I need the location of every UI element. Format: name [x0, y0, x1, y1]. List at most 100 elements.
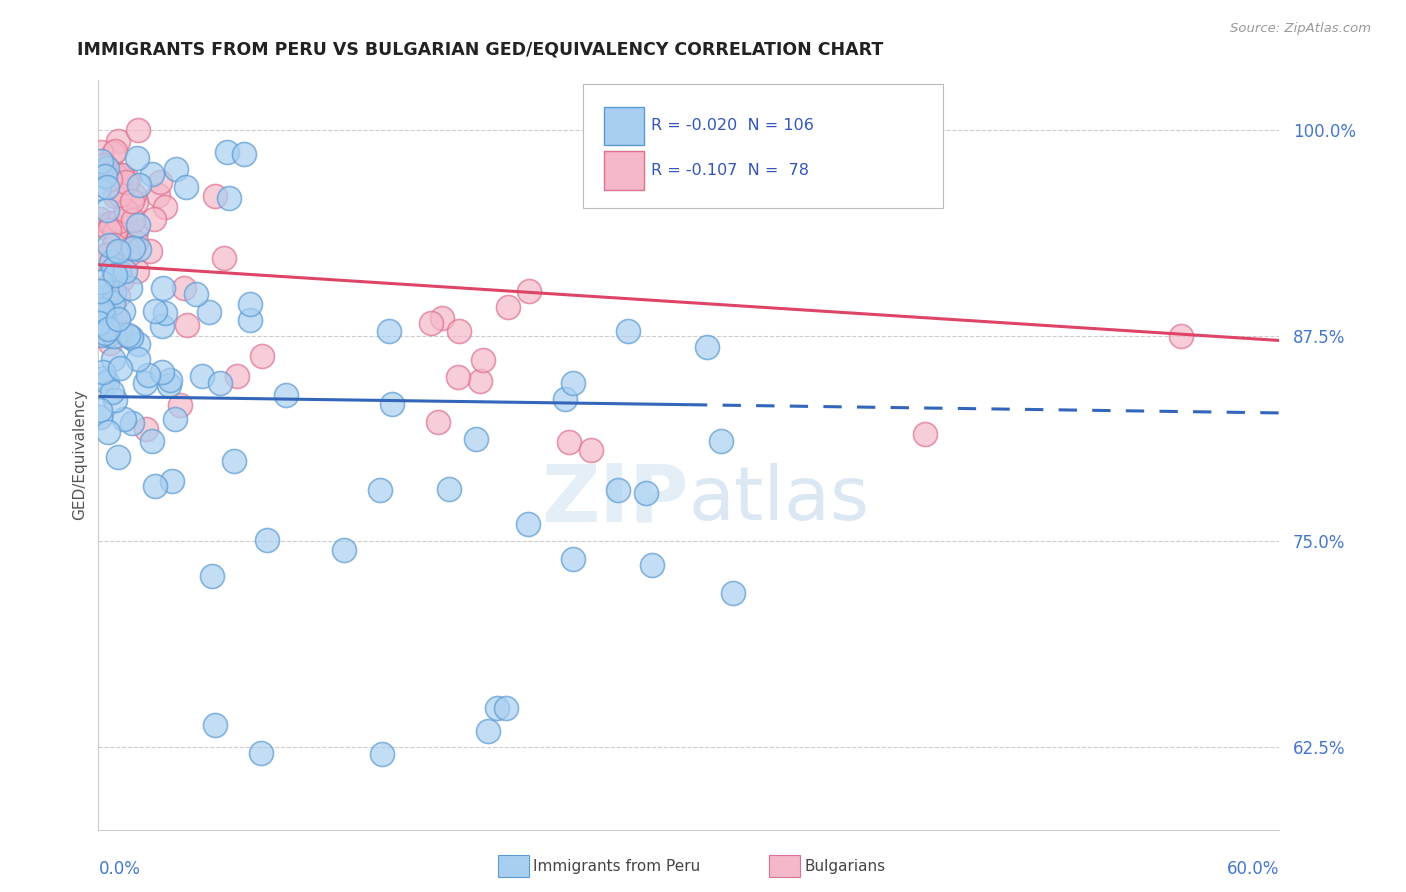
Point — [495, 700, 517, 714]
Point — [419, 316, 441, 330]
Point — [97, 247, 120, 261]
Point — [98, 172, 121, 186]
Text: atlas: atlas — [689, 463, 870, 536]
Point — [101, 146, 124, 161]
Point — [208, 376, 231, 390]
Point — [89, 284, 111, 298]
Point — [135, 422, 157, 436]
Point — [464, 433, 486, 447]
Point — [111, 168, 134, 182]
Point — [91, 365, 114, 379]
Point — [496, 300, 519, 314]
Point — [447, 324, 470, 338]
Point — [125, 264, 148, 278]
Point — [121, 416, 143, 430]
Point — [117, 242, 139, 256]
Point — [486, 700, 509, 714]
Point — [477, 723, 499, 738]
Point — [141, 167, 163, 181]
Point — [90, 276, 112, 290]
Point — [143, 479, 166, 493]
Point — [117, 248, 139, 262]
Point — [100, 218, 122, 232]
Text: 60.0%: 60.0% — [1227, 860, 1279, 878]
Point — [93, 371, 115, 385]
Point — [117, 328, 139, 343]
Point — [134, 376, 156, 390]
Point — [517, 284, 540, 298]
Point — [149, 175, 172, 189]
Point — [117, 173, 139, 187]
Point — [100, 216, 122, 230]
Point — [104, 169, 127, 183]
Point — [217, 145, 239, 160]
Text: 0.0%: 0.0% — [98, 860, 141, 878]
Point — [562, 376, 585, 391]
Point — [710, 434, 733, 449]
Point — [127, 123, 149, 137]
Point — [94, 252, 117, 266]
Point — [141, 434, 163, 448]
Y-axis label: GED/Equivalency: GED/Equivalency — [72, 390, 87, 520]
Point — [97, 425, 120, 439]
Point — [636, 485, 658, 500]
Point — [274, 387, 297, 401]
Point — [115, 175, 138, 189]
Point — [371, 747, 394, 761]
Point — [103, 174, 125, 188]
Point — [111, 272, 134, 286]
Point — [101, 385, 124, 400]
Point — [579, 443, 602, 458]
Point — [96, 376, 118, 390]
Point — [616, 324, 638, 338]
Text: Immigrants from Peru: Immigrants from Peru — [533, 859, 700, 873]
Point — [226, 369, 249, 384]
Point — [607, 483, 630, 497]
Point — [107, 134, 129, 148]
Text: Source: ZipAtlas.com: Source: ZipAtlas.com — [1230, 22, 1371, 36]
Point — [104, 145, 127, 159]
Point — [145, 304, 167, 318]
Point — [127, 152, 149, 166]
Point — [96, 302, 118, 317]
Point — [103, 261, 125, 276]
Point — [1170, 328, 1192, 343]
Point — [426, 415, 449, 429]
Point — [173, 281, 195, 295]
Point — [94, 326, 117, 341]
Point — [143, 211, 166, 226]
Point — [212, 251, 235, 265]
Point — [107, 312, 129, 326]
Point — [110, 169, 132, 183]
Point — [554, 392, 576, 406]
Point — [94, 318, 117, 333]
Point — [90, 154, 112, 169]
Point — [96, 161, 118, 176]
Point — [696, 340, 718, 354]
Point — [91, 304, 114, 318]
Point — [108, 245, 131, 260]
Point — [138, 368, 160, 382]
Point — [150, 318, 173, 333]
Point — [114, 203, 136, 218]
Point — [107, 244, 129, 258]
Point — [122, 188, 145, 202]
Point — [152, 281, 174, 295]
Point — [198, 304, 221, 318]
FancyBboxPatch shape — [605, 106, 644, 145]
Point — [104, 226, 127, 240]
Point — [169, 398, 191, 412]
Point — [94, 169, 117, 183]
Point — [641, 558, 664, 573]
Point — [103, 285, 125, 300]
Point — [127, 218, 149, 232]
FancyBboxPatch shape — [582, 84, 943, 208]
Point — [139, 244, 162, 258]
Point — [430, 310, 453, 325]
Point — [160, 475, 183, 489]
Point — [146, 187, 169, 202]
Point — [256, 533, 278, 548]
Point — [163, 411, 186, 425]
Point — [127, 336, 149, 351]
Point — [204, 188, 226, 202]
